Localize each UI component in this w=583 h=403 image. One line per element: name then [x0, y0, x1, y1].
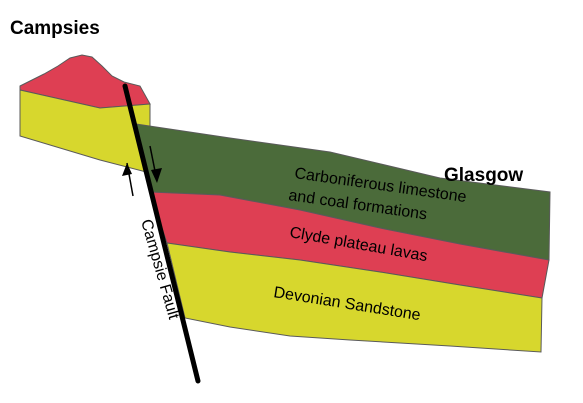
up-arrow-icon: [122, 162, 134, 197]
campsies-label: Campsies: [10, 18, 100, 39]
devonian-sandstone-layer: [166, 242, 543, 353]
campsie-fault-line: [122, 83, 201, 384]
down-arrow-icon: [149, 145, 162, 183]
glasgow-label: Glasgow: [444, 165, 523, 186]
